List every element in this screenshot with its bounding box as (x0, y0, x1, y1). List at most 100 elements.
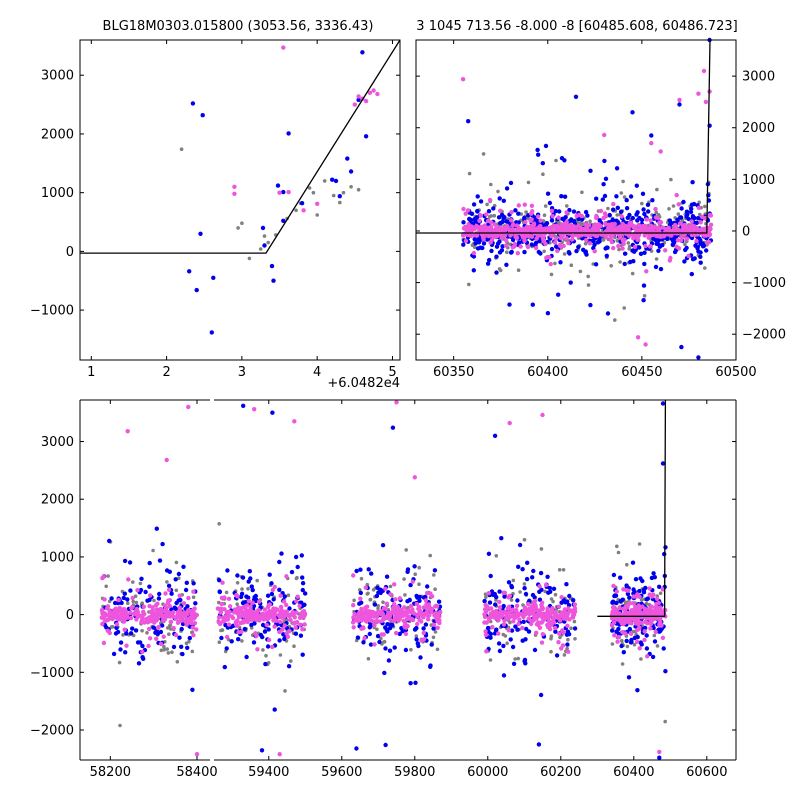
data-point (262, 607, 267, 612)
data-point (266, 627, 271, 632)
data-point (408, 582, 413, 588)
data-point (544, 582, 549, 588)
data-point (629, 637, 634, 643)
data-point (549, 597, 554, 601)
data-point (682, 222, 687, 228)
data-point (657, 584, 662, 589)
data-point (498, 225, 503, 230)
data-point (624, 198, 629, 203)
data-point (703, 99, 709, 105)
data-point (522, 249, 527, 255)
data-point (177, 635, 182, 640)
data-point (277, 752, 282, 757)
data-point (612, 593, 617, 599)
data-point (351, 603, 356, 608)
data-point (414, 634, 419, 638)
data-point (549, 622, 554, 627)
data-point (593, 226, 598, 231)
x-tick-label: 60500 (715, 365, 756, 380)
data-point (260, 225, 266, 231)
data-point (546, 590, 551, 595)
data-point (556, 604, 562, 609)
data-point (190, 625, 196, 630)
data-point (246, 587, 250, 591)
data-point (588, 168, 593, 173)
data-point (561, 568, 566, 572)
data-point (616, 243, 621, 249)
data-point (282, 594, 287, 599)
zoom-panel: BLG18M0303.015800 (3053.56, 3336.43) 1 2 3… (30, 19, 401, 391)
data-point (592, 222, 598, 227)
data-point (553, 629, 558, 634)
data-point (485, 202, 489, 207)
data-point (579, 227, 585, 233)
data-point (511, 222, 516, 227)
data-point (345, 156, 350, 161)
data-point (549, 607, 555, 612)
data-point (466, 119, 471, 124)
data-point (392, 582, 397, 587)
data-point (264, 622, 269, 628)
data-point (552, 625, 558, 631)
y-tick-label: −2000 (30, 724, 74, 739)
data-point (279, 551, 284, 556)
data-point (300, 652, 305, 657)
data-point (569, 226, 574, 232)
data-point (567, 617, 572, 622)
data-point (270, 610, 275, 616)
data-point (217, 640, 222, 644)
data-point (641, 207, 646, 212)
data-point (173, 577, 178, 582)
data-point (369, 571, 374, 576)
data-point (520, 625, 525, 631)
data-point (588, 302, 593, 308)
data-point (545, 191, 551, 196)
data-point (428, 553, 433, 558)
data-point (281, 218, 286, 223)
data-point (565, 611, 570, 616)
data-point (648, 610, 653, 615)
data-point (630, 248, 635, 253)
data-point (240, 639, 244, 643)
data-point (187, 635, 192, 641)
data-point (626, 588, 631, 593)
data-point (353, 617, 358, 622)
data-point (565, 204, 569, 208)
data-point (272, 584, 277, 590)
data-point (686, 216, 691, 222)
data-point (559, 156, 565, 161)
data-point (363, 98, 369, 104)
data-point (489, 214, 494, 218)
data-point (541, 172, 545, 176)
data-point (619, 643, 624, 649)
data-point (593, 262, 599, 267)
data-point (562, 653, 567, 657)
data-point (660, 401, 666, 406)
data-point (505, 641, 509, 646)
data-point (216, 615, 222, 620)
data-point (423, 594, 428, 600)
data-point (648, 606, 653, 611)
data-point (642, 637, 647, 643)
data-point (224, 590, 229, 595)
data-point (114, 615, 120, 621)
data-point (678, 238, 684, 243)
data-point (412, 475, 417, 480)
data-point (657, 749, 662, 755)
data-point (695, 244, 700, 249)
data-point (421, 626, 426, 631)
data-point (461, 206, 466, 212)
data-point (165, 600, 171, 605)
data-point (226, 596, 232, 601)
data-point (608, 224, 614, 229)
data-point (500, 219, 505, 225)
data-point (553, 592, 558, 597)
data-point (537, 584, 542, 589)
data-point (562, 194, 568, 199)
data-point (620, 238, 626, 243)
data-point (415, 614, 420, 619)
data-point (190, 101, 196, 106)
data-point (413, 572, 418, 576)
data-point (284, 602, 289, 608)
data-point (118, 647, 123, 652)
